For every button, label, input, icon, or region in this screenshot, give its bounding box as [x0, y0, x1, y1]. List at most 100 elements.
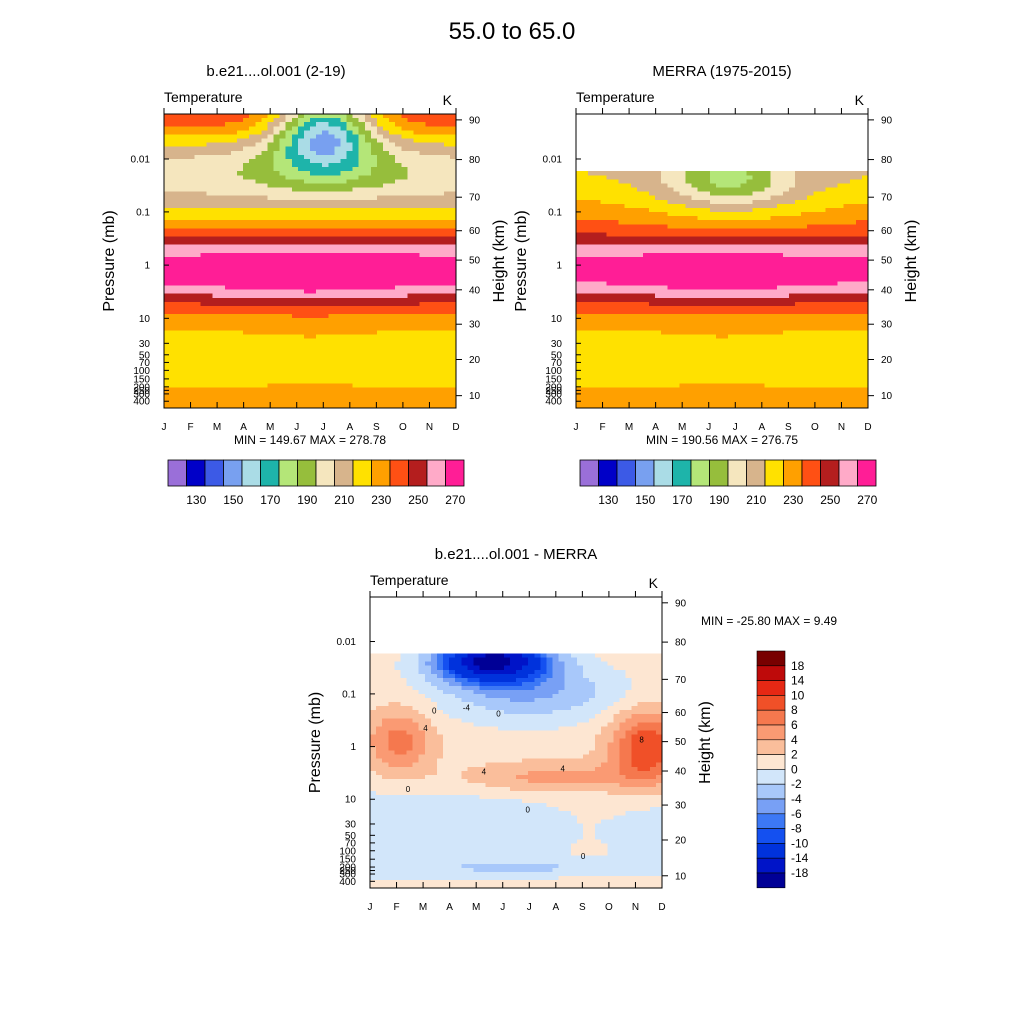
- contour-cell: [164, 350, 171, 356]
- contour-cell: [612, 265, 620, 270]
- contour-cell: [425, 269, 433, 274]
- contour-cell: [279, 142, 287, 148]
- contour-cell: [370, 285, 378, 291]
- contour-cell: [679, 281, 687, 287]
- contour-cell: [285, 334, 293, 340]
- contour-cell: [437, 212, 445, 217]
- contour-cell: [618, 379, 626, 385]
- contour-cell: [383, 330, 390, 336]
- contour-cell: [383, 163, 390, 168]
- contour-cell: [703, 379, 711, 385]
- contour-cell: [691, 359, 699, 364]
- contour-cell: [358, 350, 366, 356]
- contour-cell: [206, 310, 214, 315]
- contour-cell: [431, 175, 439, 180]
- contour-cell: [200, 138, 208, 144]
- contour-cell: [703, 191, 711, 197]
- contour-cell: [206, 195, 214, 201]
- contour-cell: [679, 289, 687, 295]
- contour-cell: [685, 359, 693, 364]
- contour-cell: [673, 232, 681, 238]
- contour-cell: [273, 330, 281, 336]
- contour-cell: [249, 399, 256, 405]
- contour-cell: [612, 289, 620, 295]
- contour-cell: [218, 363, 226, 368]
- contour-cell: [237, 187, 244, 193]
- contour-cell: [303, 261, 311, 266]
- contour-cell: [642, 350, 650, 356]
- contour-cell: [715, 281, 723, 287]
- contour-cell: [328, 171, 335, 176]
- contour-cell: [164, 346, 171, 352]
- contour-cell: [624, 322, 632, 327]
- contour-cell: [703, 179, 711, 185]
- contour-cell: [376, 387, 384, 393]
- contour-cell: [419, 183, 427, 189]
- contour-cell: [206, 399, 214, 405]
- contour-cell: [188, 207, 196, 213]
- contour-cell: [691, 256, 699, 262]
- contour-cell: [389, 158, 396, 164]
- contour-cell: [618, 350, 626, 356]
- contour-cell: [291, 334, 299, 340]
- contour-cell: [709, 232, 717, 238]
- contour-cell: [322, 261, 329, 266]
- contour-cell: [389, 187, 396, 193]
- contour-cell: [255, 236, 262, 242]
- contour-cell: [291, 179, 299, 185]
- contour-cell: [588, 277, 595, 283]
- contour-cell: [182, 187, 189, 193]
- contour-cell: [352, 232, 360, 238]
- contour-cell: [237, 383, 244, 389]
- contour-cell: [612, 199, 620, 205]
- contour-cell: [419, 126, 427, 131]
- contour-cell: [437, 175, 445, 180]
- contour-cell: [437, 179, 445, 185]
- contour-cell: [291, 150, 299, 156]
- contour-cell: [176, 154, 183, 160]
- contour-cell: [401, 203, 408, 209]
- contour-cell: [576, 175, 583, 180]
- contour-cell: [383, 265, 390, 270]
- contour-cell: [170, 187, 177, 193]
- contour-cell: [243, 391, 250, 397]
- contour-cell: [297, 146, 305, 152]
- contour-cell: [667, 379, 674, 385]
- contour-cell: [176, 220, 183, 225]
- contour-cell: [297, 158, 305, 164]
- contour-cell: [655, 285, 662, 291]
- contour-cell: [703, 371, 711, 376]
- contour-cell: [267, 363, 275, 368]
- contour-cell: [273, 375, 281, 381]
- contour-cell: [224, 244, 232, 250]
- contour-cell: [715, 330, 723, 336]
- contour-cell: [170, 118, 177, 123]
- contour-cell: [370, 354, 378, 360]
- contour-cell: [606, 399, 614, 405]
- contour-cell: [389, 240, 396, 246]
- contour-cell: [182, 256, 189, 262]
- contour-cell: [431, 244, 439, 250]
- contour-cell: [279, 220, 287, 225]
- contour-cell: [249, 297, 256, 303]
- contour-cell: [673, 256, 681, 262]
- contour-cell: [285, 338, 293, 344]
- contour-cell: [679, 244, 687, 250]
- contour-cell: [230, 167, 238, 172]
- contour-cell: [176, 207, 183, 213]
- contour-cell: [316, 114, 323, 119]
- contour-cell: [291, 216, 299, 221]
- contour-cell: [316, 375, 323, 381]
- contour-cell: [600, 228, 608, 234]
- contour-cell: [364, 289, 372, 295]
- contour-cell: [218, 183, 226, 189]
- contour-cell: [316, 350, 323, 356]
- contour-cell: [255, 359, 262, 364]
- contour-cell: [237, 163, 244, 168]
- contour-cell: [164, 375, 171, 381]
- contour-cell: [425, 114, 433, 119]
- contour-cell: [328, 207, 335, 213]
- contour-cell: [237, 142, 244, 148]
- contour-cell: [649, 338, 656, 344]
- contour-cell: [624, 228, 632, 234]
